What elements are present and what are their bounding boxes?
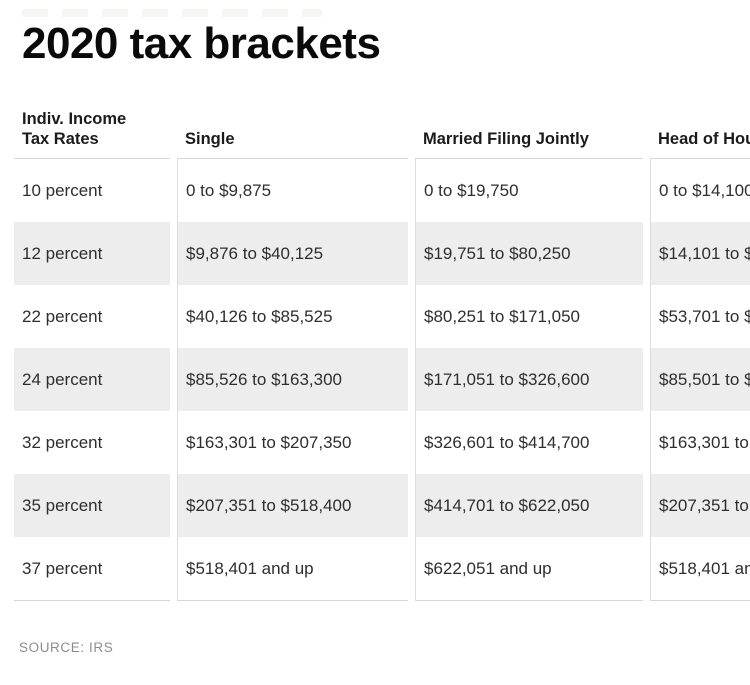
header-row: Indiv. Income Tax Rates Single Married F… <box>14 102 750 159</box>
column-header-head-of-household: Head of Household <box>650 102 750 159</box>
cell-head-of-household: $207,351 to $518,400 <box>650 474 750 537</box>
cell-married: $19,751 to $80,250 <box>415 222 643 285</box>
tax-brackets-table: Indiv. Income Tax Rates Single Married F… <box>7 102 750 601</box>
table-row-24-percent: 24 percent $85,526 to $163,300 $171,051 … <box>14 348 750 411</box>
cell-single: $518,401 and up <box>177 537 408 601</box>
page-title: 2020 tax brackets <box>22 19 381 68</box>
column-header-married-filing-jointly: Married Filing Jointly <box>415 102 643 159</box>
cell-married: $622,051 and up <box>415 537 643 601</box>
cell-head-of-household: $85,501 to $163,300 <box>650 348 750 411</box>
cell-single: $85,526 to $163,300 <box>177 348 408 411</box>
cell-head-of-household: $14,101 to $53,700 <box>650 222 750 285</box>
cell-head-of-household: 0 to $14,100 <box>650 159 750 222</box>
column-header-head-of-household-label: Head of Household <box>658 130 750 149</box>
cell-single: $163,301 to $207,350 <box>177 411 408 474</box>
column-header-single-label: Single <box>185 130 235 149</box>
column-header-single: Single <box>177 102 408 159</box>
cell-married: $414,701 to $622,050 <box>415 474 643 537</box>
table-row-12-percent: 12 percent $9,876 to $40,125 $19,751 to … <box>14 222 750 285</box>
column-header-tax-rates-label: Indiv. Income Tax Rates <box>22 110 127 149</box>
cell-married: $171,051 to $326,600 <box>415 348 643 411</box>
cell-single: $40,126 to $85,525 <box>177 285 408 348</box>
tax-table-container: Indiv. Income Tax Rates Single Married F… <box>7 102 750 601</box>
cell-married: $80,251 to $171,050 <box>415 285 643 348</box>
cell-head-of-household: $518,401 and up <box>650 537 750 601</box>
cell-single: 0 to $9,875 <box>177 159 408 222</box>
cell-married: $326,601 to $414,700 <box>415 411 643 474</box>
cropped-top-artifact <box>22 9 322 17</box>
table-row-32-percent: 32 percent $163,301 to $207,350 $326,601… <box>14 411 750 474</box>
table-row-10-percent: 10 percent 0 to $9,875 0 to $19,750 0 to… <box>14 159 750 222</box>
table-row-37-percent: 37 percent $518,401 and up $622,051 and … <box>14 537 750 601</box>
cell-rate: 32 percent <box>22 432 103 452</box>
cell-head-of-household: $163,301 to $207,350 <box>650 411 750 474</box>
cell-rate: 22 percent <box>22 306 103 326</box>
cell-rate: 12 percent <box>14 222 170 285</box>
cell-rate: 37 percent <box>14 537 170 601</box>
cell-single: $9,876 to $40,125 <box>177 222 408 285</box>
cell-rate: 35 percent <box>14 474 170 537</box>
cell-rate: 24 percent <box>14 348 170 411</box>
table-row-22-percent: 22 percent $40,126 to $85,525 $80,251 to… <box>14 285 750 348</box>
cell-rate: 10 percent <box>22 180 103 200</box>
cell-married: 0 to $19,750 <box>415 159 643 222</box>
source-attribution: SOURCE: IRS <box>19 640 114 655</box>
cell-single: $207,351 to $518,400 <box>177 474 408 537</box>
column-header-married-filing-jointly-label: Married Filing Jointly <box>423 130 589 149</box>
table-row-35-percent: 35 percent $207,351 to $518,400 $414,701… <box>14 474 750 537</box>
cell-head-of-household: $53,701 to $85,500 <box>650 285 750 348</box>
column-header-tax-rates: Indiv. Income Tax Rates <box>14 102 170 159</box>
